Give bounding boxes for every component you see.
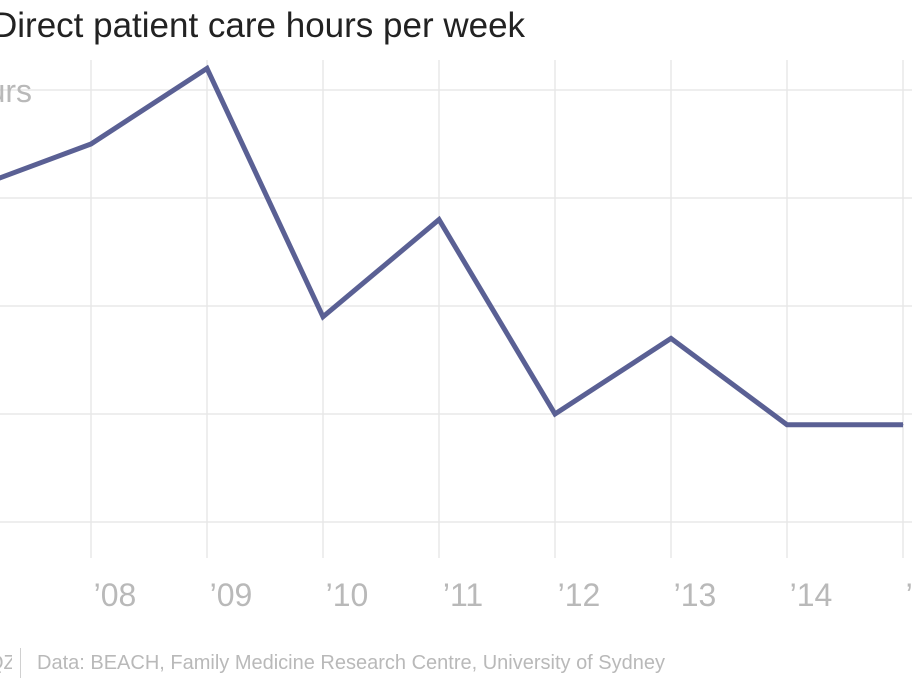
x-tick-label: ’13 (674, 577, 717, 613)
data-point (670, 337, 672, 339)
x-tick-label: ’12 (558, 577, 601, 613)
x-tick-label: ’11 (443, 577, 483, 613)
series-line-group (0, 64, 904, 428)
x-tick-label: ’09 (210, 577, 253, 613)
series-line (0, 64, 903, 428)
data-point (902, 424, 904, 426)
gridlines (0, 60, 912, 558)
x-tick-label: ’10 (326, 577, 369, 613)
x-tick-label: ’08 (94, 577, 137, 613)
footer-divider (20, 648, 21, 678)
data-point (438, 219, 440, 221)
x-tick-label: ’15 (906, 577, 912, 613)
data-point (206, 67, 208, 69)
data-point (786, 424, 788, 426)
y-axis-label: hours (0, 73, 32, 109)
data-point (90, 143, 92, 145)
chart-title: Direct patient care hours per week (0, 6, 526, 45)
y-axis-label-group: hours (0, 73, 32, 109)
source-note: Data: BEACH, Family Medicine Research Ce… (37, 651, 666, 674)
data-point (322, 316, 324, 318)
x-tick-label: ’14 (790, 577, 833, 613)
chart-footer: QZ Data: BEACH, Family Medicine Research… (0, 646, 665, 680)
brand-logo: QZ (0, 651, 12, 674)
data-point (554, 413, 556, 415)
x-tick-labels: ’08 ’09 ’10 ’11 ’12 ’13 ’14 ’15 (94, 577, 912, 613)
